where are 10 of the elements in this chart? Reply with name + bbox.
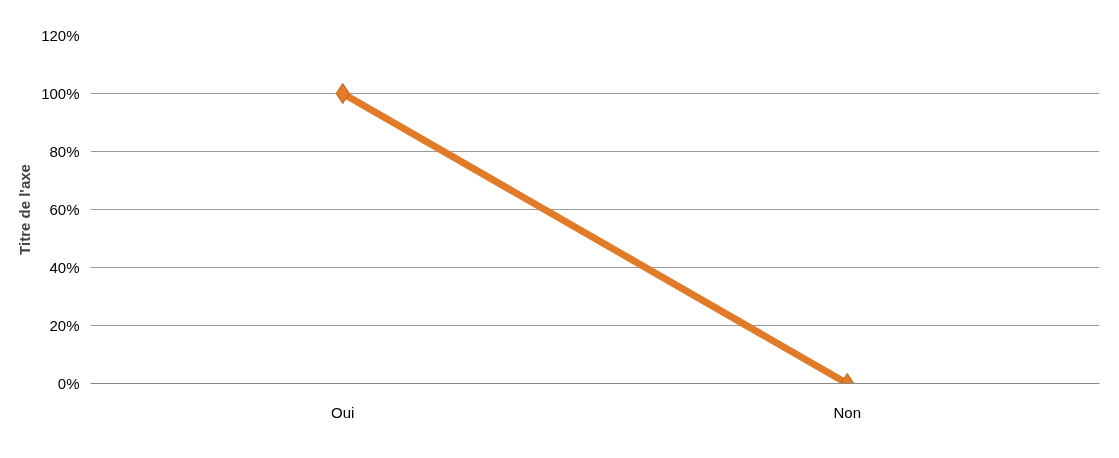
x-tick-label: Non [833, 403, 862, 421]
y-tick-label: 40% [49, 259, 80, 276]
y-tick-label: 100% [41, 85, 80, 102]
y-tick-label: 0% [57, 375, 80, 392]
y-axis-title: Titre de l'axe [16, 164, 34, 255]
y-tick-label: 80% [49, 143, 80, 160]
y-tick-label: 120% [41, 27, 80, 44]
y-tick-label: 20% [49, 317, 80, 334]
x-tick-label: Oui [331, 403, 355, 421]
y-tick-label: 60% [49, 201, 80, 218]
